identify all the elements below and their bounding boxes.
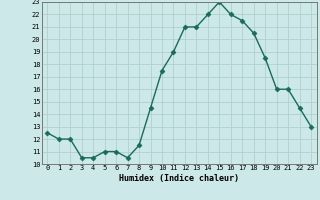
X-axis label: Humidex (Indice chaleur): Humidex (Indice chaleur) — [119, 174, 239, 183]
